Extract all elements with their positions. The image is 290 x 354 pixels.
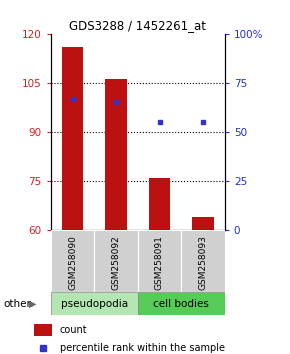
Bar (181, 230, 225, 292)
Bar (105, 80, 127, 230)
Bar (148, 178, 171, 230)
Text: count: count (60, 325, 87, 335)
Bar (138, 292, 225, 315)
Bar (94, 230, 138, 292)
Bar (51, 292, 138, 315)
Text: other: other (3, 298, 31, 309)
Text: GSM258092: GSM258092 (111, 235, 121, 290)
Text: ▶: ▶ (29, 298, 37, 309)
Title: GDS3288 / 1452261_at: GDS3288 / 1452261_at (69, 19, 206, 33)
Text: percentile rank within the sample: percentile rank within the sample (60, 343, 225, 353)
Bar (51, 230, 94, 292)
Text: cell bodies: cell bodies (153, 298, 209, 309)
Text: GSM258093: GSM258093 (198, 235, 208, 290)
Bar (138, 230, 181, 292)
Text: GSM258091: GSM258091 (155, 235, 164, 290)
Bar (34, 324, 52, 336)
Bar (192, 217, 214, 230)
Bar (61, 47, 84, 230)
Text: GSM258090: GSM258090 (68, 235, 77, 290)
Text: pseudopodia: pseudopodia (61, 298, 128, 309)
